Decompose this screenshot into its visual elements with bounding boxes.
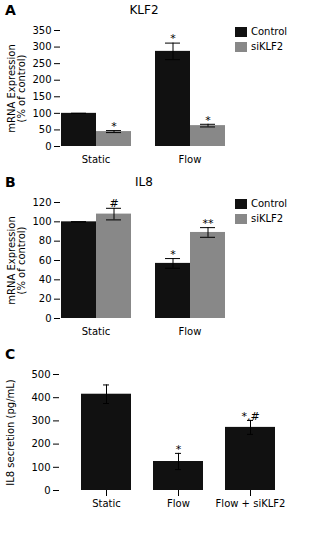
svg-text:*: * <box>205 114 211 127</box>
html-text:Control: Control <box>251 26 288 37</box>
svg-text:60: 60 <box>39 255 52 266</box>
html-text:A: A <box>5 2 16 18</box>
svg-text:100: 100 <box>31 462 50 473</box>
html-text:IL8: IL8 <box>135 175 153 189</box>
svg-text:IL8 secretion (pg/mL): IL8 secretion (pg/mL) <box>5 379 16 486</box>
svg-text:150: 150 <box>32 91 51 102</box>
svg-text:Flow + siKLF2: Flow + siKLF2 <box>216 498 286 509</box>
svg-text:0: 0 <box>44 485 50 496</box>
svg-text:Static: Static <box>82 154 111 165</box>
svg-text:50: 50 <box>39 124 52 135</box>
svg-text:300: 300 <box>31 415 50 426</box>
svg-text:120: 120 <box>32 197 51 208</box>
svg-text:*: * <box>176 443 182 456</box>
svg-text:400: 400 <box>31 392 50 403</box>
svg-text:200: 200 <box>31 438 50 449</box>
svg-text:500: 500 <box>31 369 50 380</box>
svg-text:Flow: Flow <box>167 498 190 509</box>
html-text:siKLF2: siKLF2 <box>251 41 284 52</box>
svg-text:0: 0 <box>45 313 51 324</box>
svg-text:300: 300 <box>32 41 51 52</box>
svg-text:**: ** <box>203 217 215 230</box>
html-text:B: B <box>5 174 16 190</box>
svg-text:Flow: Flow <box>179 326 202 337</box>
svg-text:#: # <box>109 197 118 210</box>
svg-text:200: 200 <box>32 74 51 85</box>
svg-text:350: 350 <box>32 25 51 36</box>
svg-text:40: 40 <box>39 274 52 285</box>
svg-text:Flow: Flow <box>179 154 202 165</box>
svg-text:*,#: *,# <box>241 410 259 423</box>
svg-text:80: 80 <box>39 235 52 246</box>
html-text:C: C <box>5 346 16 362</box>
html-text:siKLF2: siKLF2 <box>251 213 284 224</box>
html-text:KLF2: KLF2 <box>129 3 159 17</box>
html-text:Control: Control <box>251 198 288 209</box>
svg-text:mRNA Expression(% of control): mRNA Expression(% of control) <box>6 44 27 132</box>
svg-text:*: * <box>170 32 176 45</box>
svg-text:100: 100 <box>32 216 51 227</box>
svg-text:250: 250 <box>32 58 51 69</box>
svg-text:*: * <box>111 120 117 133</box>
svg-text:20: 20 <box>39 293 52 304</box>
svg-text:Static: Static <box>92 498 121 509</box>
svg-text:0: 0 <box>45 141 51 152</box>
svg-text:Static: Static <box>82 326 111 337</box>
svg-text:100: 100 <box>32 108 51 119</box>
svg-text:*: * <box>170 248 176 261</box>
svg-text:mRNA Expression(% of control): mRNA Expression(% of control) <box>6 216 27 304</box>
